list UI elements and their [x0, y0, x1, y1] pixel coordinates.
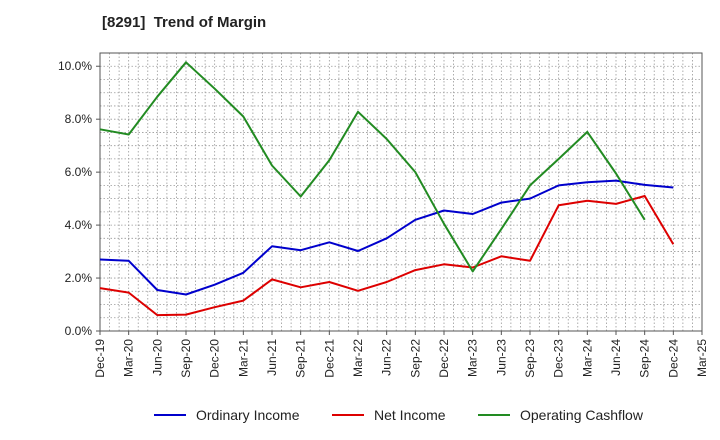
- y-tick-label: 10.0%: [58, 59, 92, 73]
- y-tick-label: 4.0%: [65, 218, 93, 232]
- x-tick-label: Sep-22: [408, 339, 422, 378]
- x-tick-label: Mar-25: [695, 339, 709, 377]
- y-axis-ticks: 0.0% 2.0% 4.0% 6.0% 8.0% 10.0%: [58, 59, 100, 338]
- series-lines: [99, 61, 675, 317]
- x-tick-label: Dec-21: [322, 339, 336, 378]
- legend-item-ordinary-income: Ordinary Income: [154, 404, 299, 426]
- legend-swatch-net-income: [332, 414, 364, 416]
- legend-label-ordinary-income: Ordinary Income: [196, 407, 300, 423]
- y-tick-label: 2.0%: [65, 271, 93, 285]
- series-line-net-income: [99, 195, 675, 317]
- x-tick-label: Jun-23: [494, 339, 508, 376]
- legend-label-net-income: Net Income: [374, 407, 446, 423]
- x-tick-label: Mar-22: [351, 339, 365, 377]
- x-tick-label: Sep-24: [638, 339, 652, 378]
- legend-item-operating-cashflow: Operating Cashflow: [478, 404, 643, 426]
- x-tick-label: Jun-20: [150, 339, 164, 376]
- x-tick-label: Jun-24: [609, 339, 623, 376]
- x-tick-label: Mar-21: [236, 339, 250, 377]
- chart-title: [8291] Trend of Margin: [102, 14, 267, 31]
- legend-label-operating-cashflow: Operating Cashflow: [520, 407, 643, 423]
- x-tick-label: Mar-20: [122, 339, 136, 377]
- x-axis-ticks: Dec-19 Mar-20 Jun-20 Sep-20 Dec-20 Mar-21 Jun-…: [93, 331, 709, 378]
- y-tick-label: 0.0%: [65, 324, 93, 338]
- x-tick-label: Dec-23: [552, 339, 566, 378]
- legend-swatch-ordinary-income: [154, 414, 186, 416]
- y-tick-label: 8.0%: [65, 112, 93, 126]
- x-tick-label: Dec-20: [208, 339, 222, 378]
- x-tick-label: Dec-24: [666, 339, 680, 378]
- x-tick-label: Mar-23: [466, 339, 480, 377]
- x-tick-label: Jun-21: [265, 339, 279, 376]
- legend: Ordinary Income Net Income Operating Cas…: [150, 404, 670, 426]
- x-tick-label: Sep-21: [294, 339, 308, 378]
- x-tick-label: Mar-24: [580, 339, 594, 377]
- x-tick-label: Sep-23: [523, 339, 537, 378]
- series-line-operating-cashflow: [99, 61, 646, 273]
- x-tick-label: Dec-19: [93, 339, 107, 378]
- y-tick-label: 6.0%: [65, 165, 93, 179]
- plot-area-frame: [99, 52, 703, 332]
- grid-lines: [99, 52, 702, 332]
- x-tick-label: Jun-22: [380, 339, 394, 376]
- x-tick-label: Dec-22: [437, 339, 451, 378]
- x-tick-label: Sep-20: [179, 339, 193, 378]
- legend-item-net-income: Net Income: [332, 404, 446, 426]
- legend-swatch-operating-cashflow: [478, 414, 510, 416]
- series-line-ordinary-income: [99, 179, 674, 296]
